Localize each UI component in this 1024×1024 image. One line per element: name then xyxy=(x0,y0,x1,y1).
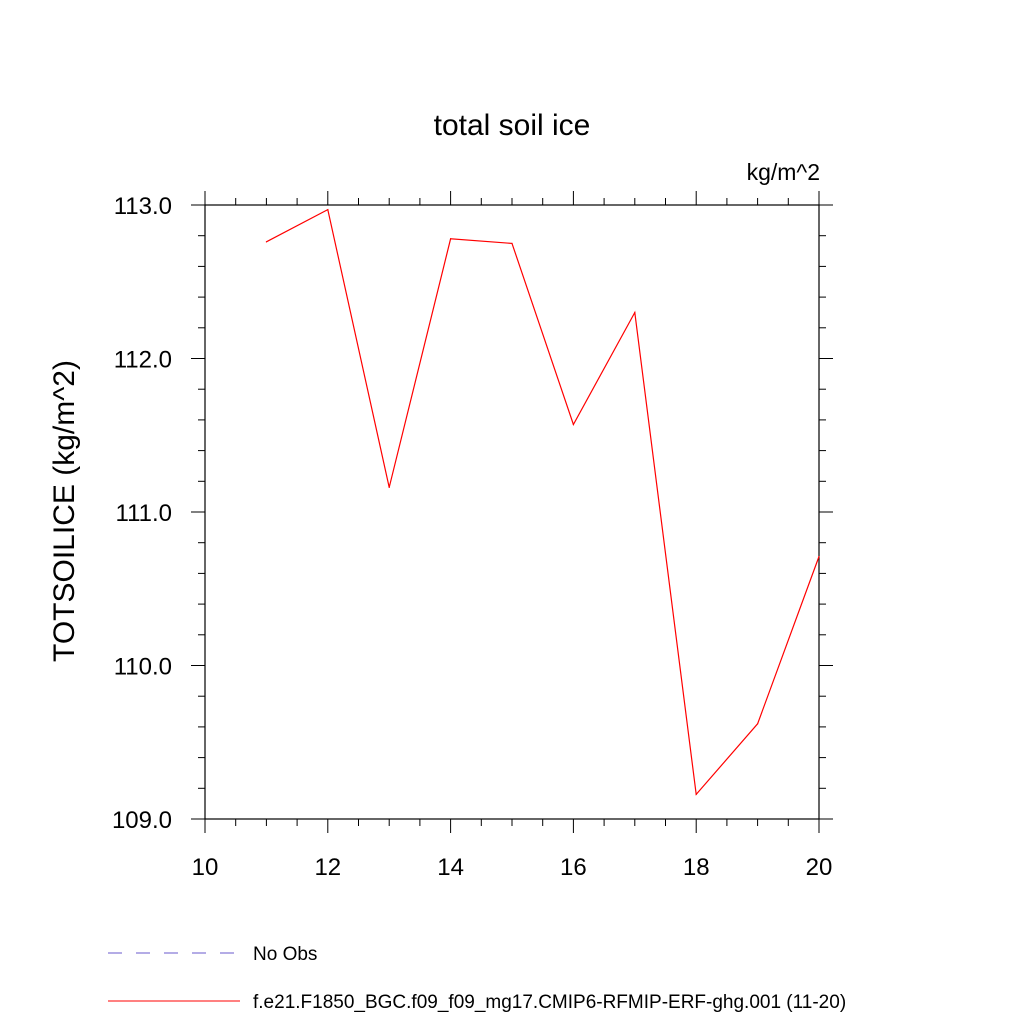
data-point xyxy=(327,209,329,211)
series-lines xyxy=(265,208,820,796)
legend-label-no-obs: No Obs xyxy=(253,944,317,965)
data-point xyxy=(572,423,575,426)
chart-title: total soil ice xyxy=(434,109,591,142)
tick-labels: 10 12 14 16 18 20 109.0 110.0 111.0 112.0 113.0 xyxy=(112,193,832,881)
data-point xyxy=(818,555,820,558)
data-point xyxy=(695,793,697,796)
legend-label-model-run: f.e21.F1850_BGC.f09_f09_mg17.CMIP6-RFMIP… xyxy=(253,992,846,1013)
y-tick-label: 111.0 xyxy=(116,500,173,527)
x-tick-label: 20 xyxy=(806,854,833,881)
data-point xyxy=(634,311,636,314)
legend: No Obs f.e21.F1850_BGC.f09_f09_mg17.CMIP… xyxy=(108,944,846,1013)
plot-frame xyxy=(204,204,820,820)
x-tick-label: 18 xyxy=(683,854,710,881)
x-tick-label: 12 xyxy=(314,854,341,881)
data-point xyxy=(450,238,452,240)
x-tick-label: 10 xyxy=(192,854,219,881)
data-point xyxy=(511,242,513,244)
y-tick-label: 113.0 xyxy=(114,193,172,220)
y-tick-label: 109.0 xyxy=(112,807,172,834)
x-tick-label: 16 xyxy=(560,854,587,881)
data-point xyxy=(757,723,759,725)
y-axis-label: TOTSOILICE (kg/m^2) xyxy=(48,360,81,662)
y-tick-label: 110.0 xyxy=(114,654,172,681)
units-label: kg/m^2 xyxy=(747,159,820,185)
series-line-1 xyxy=(266,208,820,796)
data-point xyxy=(265,241,267,243)
y-tick-label: 112.0 xyxy=(114,347,172,374)
data-point xyxy=(388,486,390,489)
axis-ticks xyxy=(191,191,833,833)
x-tick-label: 14 xyxy=(437,854,464,881)
